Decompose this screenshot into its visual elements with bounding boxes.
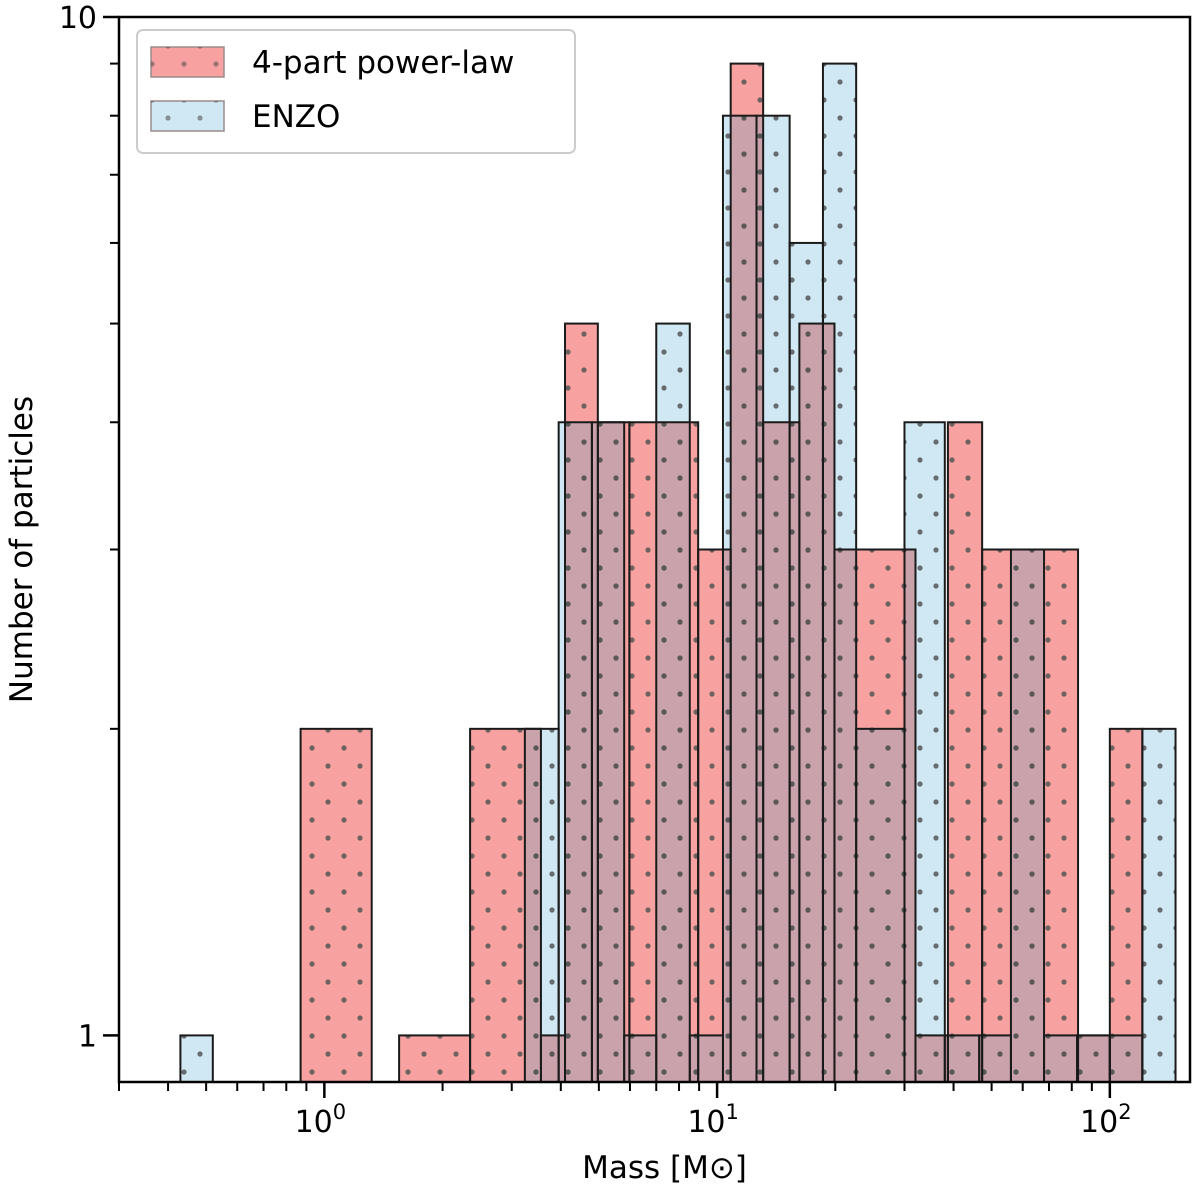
bar-enzo <box>655 322 691 1082</box>
bar-hatch <box>904 422 945 1082</box>
bar-hatch <box>656 323 690 1082</box>
bar-hatch <box>947 422 983 1082</box>
legend-swatch-hatch <box>151 47 224 77</box>
bar-hatch <box>1109 728 1143 1082</box>
bar-hatch <box>399 1035 471 1082</box>
bar-power-law <box>299 727 373 1082</box>
bar-hatch <box>722 115 757 1082</box>
bar-hatch <box>300 728 372 1082</box>
bars-layer <box>179 62 1177 1082</box>
bar-hatch <box>558 422 592 1082</box>
bar-enzo <box>903 421 946 1082</box>
bar-hatch <box>756 115 790 1082</box>
y-tick-label: 10 <box>59 1 97 36</box>
x-tick-label: 100 <box>295 1100 347 1140</box>
bar-power-law <box>833 548 917 1082</box>
bar-enzo <box>179 1034 214 1082</box>
y-axis-title: Number of particles <box>4 396 40 703</box>
bar-hatch <box>1077 1035 1110 1082</box>
legend: 4-part power-law ENZO <box>136 29 576 154</box>
x-axis-title: Mass [M⊙] <box>582 1150 747 1186</box>
bar-hatch <box>1044 1035 1078 1082</box>
bar-hatch <box>944 1035 980 1082</box>
axes-layer: 100 101 102 1 10 Mass [M⊙] Number of particles <box>4 1 1192 1186</box>
bar-power-law <box>469 727 542 1082</box>
bar-hatch <box>689 1035 723 1082</box>
bar-hatch <box>856 728 905 1082</box>
x-tick-label: 101 <box>687 1100 739 1140</box>
bar-hatch <box>979 1035 1011 1082</box>
legend-label: 4-part power-law <box>252 45 514 81</box>
bar-hatch <box>591 422 625 1082</box>
y-tick-label: 1 <box>78 1019 97 1054</box>
legend-box <box>136 29 576 154</box>
bar-hatch <box>1010 549 1045 1082</box>
bar-enzo <box>590 421 626 1082</box>
legend-label: ENZO <box>252 99 340 135</box>
legend-swatch-hatch <box>151 101 224 131</box>
bar-hatch <box>1109 1035 1143 1082</box>
bar-hatch <box>789 242 823 1082</box>
bar-hatch <box>822 63 857 1082</box>
x-tick-label: 102 <box>1080 1100 1132 1140</box>
bar-enzo <box>1009 548 1046 1082</box>
bar-enzo <box>821 62 858 1082</box>
bar-hatch <box>1142 728 1176 1082</box>
bar-enzo <box>1141 727 1177 1082</box>
bar-hatch <box>180 1035 213 1082</box>
